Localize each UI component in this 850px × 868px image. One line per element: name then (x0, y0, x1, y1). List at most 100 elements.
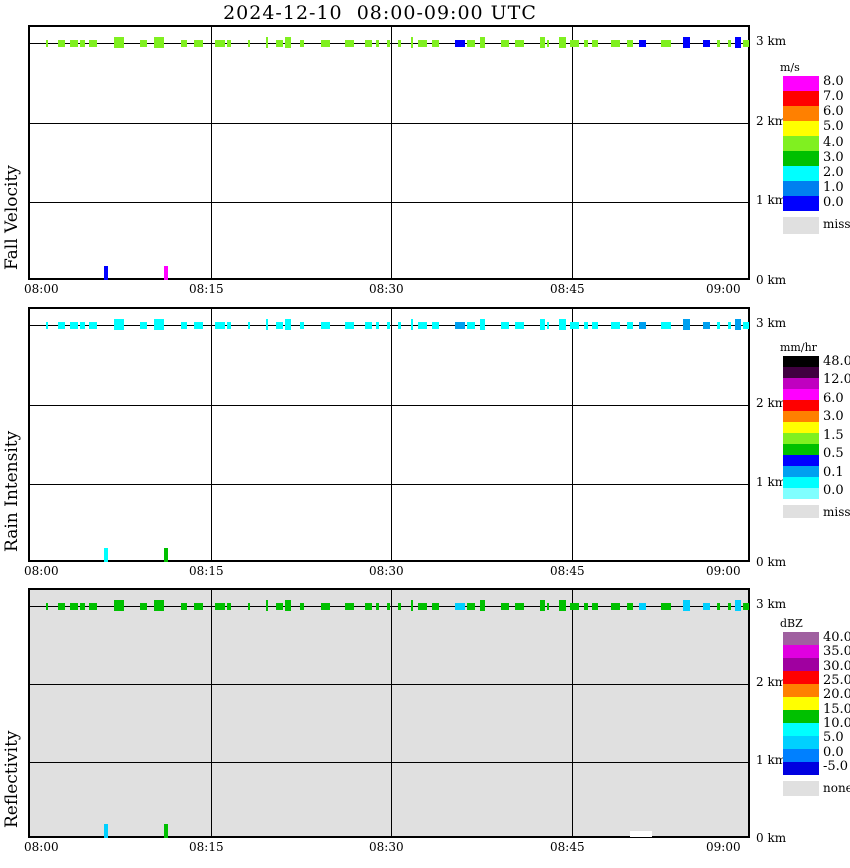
echo-pixel (58, 322, 65, 329)
gridline-horizontal (30, 762, 748, 763)
y-axis-tick-label: 0 km (756, 273, 787, 287)
echo-pixel (743, 40, 749, 47)
echo-pixel (432, 40, 439, 47)
echo-pixel (703, 322, 710, 329)
colorbar-tick-label: 5.0 (823, 730, 844, 745)
echo-pixel (480, 37, 485, 48)
colorbar-tick-label: 7.0 (823, 89, 844, 104)
echo-pixel (411, 600, 413, 611)
echo-pixel (154, 319, 164, 330)
colorbar-tick-label: 5.0 (823, 119, 844, 134)
echo-pixel (639, 40, 646, 47)
colorbar-unit-label: dBZ (780, 617, 803, 630)
x-axis-tick-label: 08:30 (369, 282, 404, 296)
echo-pixel (266, 600, 268, 611)
colorbar-swatch (783, 106, 819, 121)
echo-pixel (480, 319, 485, 330)
echo-pixel (728, 40, 731, 47)
low-level-echo-pixel (164, 266, 168, 280)
echo-pixel (154, 600, 164, 611)
echo-pixel (376, 603, 379, 610)
x-axis-tick-label: 08:00 (24, 840, 59, 854)
echo-pixel (743, 322, 749, 329)
echo-pixel (285, 319, 291, 330)
gridline-horizontal (30, 405, 748, 406)
echo-pixel (70, 603, 78, 610)
echo-pixel (570, 40, 579, 47)
colorbar-swatch (783, 723, 819, 736)
echo-pixel (467, 603, 475, 610)
colorbar-swatch (783, 488, 819, 499)
plot-panel-2: Rain Intensity 0 km 1 km 2 km 3 km 08:00 08:15… (2, 307, 786, 578)
colorbar-swatch (783, 658, 819, 671)
echo-pixel (661, 322, 671, 329)
colorbar-swatch (783, 736, 819, 749)
low-level-echo-pixel (164, 824, 168, 838)
colorbar-swatch (783, 400, 819, 411)
echo-pixel (717, 322, 720, 329)
x-axis-tick-label: 08:30 (369, 840, 404, 854)
x-axis-tick-label: 09:00 (706, 840, 741, 854)
y-axis-tick-label: 2 km (756, 114, 787, 128)
echo-pixel (345, 40, 354, 47)
echo-pixel (80, 40, 85, 47)
colorbar-swatch (783, 166, 819, 181)
echo-pixel (661, 40, 671, 47)
colorbar-tick-label: 0.0 (823, 483, 844, 498)
colorbar-missing-swatch (783, 505, 819, 518)
panel-label-fall-velocity: Fall Velocity (2, 165, 22, 270)
x-axis-tick-label: 08:45 (550, 564, 585, 578)
x-axis-tick-label: 09:00 (706, 282, 741, 296)
echo-pixel (285, 37, 291, 48)
colorbar-tick-label: 0.0 (823, 745, 844, 760)
x-axis-tick-label: 08:15 (189, 282, 224, 296)
echo-pixel (194, 40, 203, 47)
low-level-echo-pixel (164, 548, 168, 562)
echo-pixel (227, 322, 231, 329)
plot-area (28, 588, 750, 838)
colorbar-swatch (783, 632, 819, 645)
plot-area (28, 307, 750, 562)
echo-pixel (683, 37, 690, 48)
echo-pixel (46, 603, 48, 610)
echo-pixel (398, 322, 401, 329)
echo-pixel (547, 603, 549, 610)
colorbar-tick-label: 3.0 (823, 409, 844, 424)
echo-pixel (181, 322, 187, 329)
echo-pixel (365, 40, 372, 47)
echo-pixel (70, 40, 78, 47)
echo-pixel (114, 37, 124, 48)
echo-pixel (703, 603, 710, 610)
colorbar-swatch (783, 196, 819, 211)
echo-pixel (683, 600, 690, 611)
colorbar-unit-label: mm/hr (780, 341, 817, 354)
colorbar-swatch (783, 697, 819, 710)
echo-pixel (467, 322, 475, 329)
echo-pixel (480, 600, 485, 611)
echo-pixel (501, 603, 509, 610)
echo-pixel (154, 37, 164, 48)
x-axis-tick-label: 08:30 (369, 564, 404, 578)
echo-pixel (570, 603, 579, 610)
echo-pixel (248, 322, 250, 329)
gridline-vertical (211, 27, 212, 278)
echo-pixel (639, 322, 646, 329)
colorbar-tick-label: 1.0 (823, 180, 844, 195)
y-axis-tick-label: 1 km (756, 753, 787, 767)
colorbar-tick-label: 0.0 (823, 195, 844, 210)
echo-pixel (266, 319, 268, 330)
echo-pixel (89, 603, 97, 610)
colorbar-swatch (783, 181, 819, 196)
echo-pixel (215, 603, 225, 610)
gridline-vertical (391, 27, 392, 278)
echo-pixel (540, 600, 545, 611)
echo-pixel (735, 37, 741, 48)
echo-pixel (365, 322, 372, 329)
colorbar-swatch (783, 151, 819, 166)
echo-pixel (735, 600, 741, 611)
gridline-vertical (211, 590, 212, 836)
echo-pixel (58, 40, 65, 47)
echo-pixel (743, 603, 749, 610)
colorbar-swatch (783, 378, 819, 389)
colorbar-swatch (783, 762, 819, 775)
